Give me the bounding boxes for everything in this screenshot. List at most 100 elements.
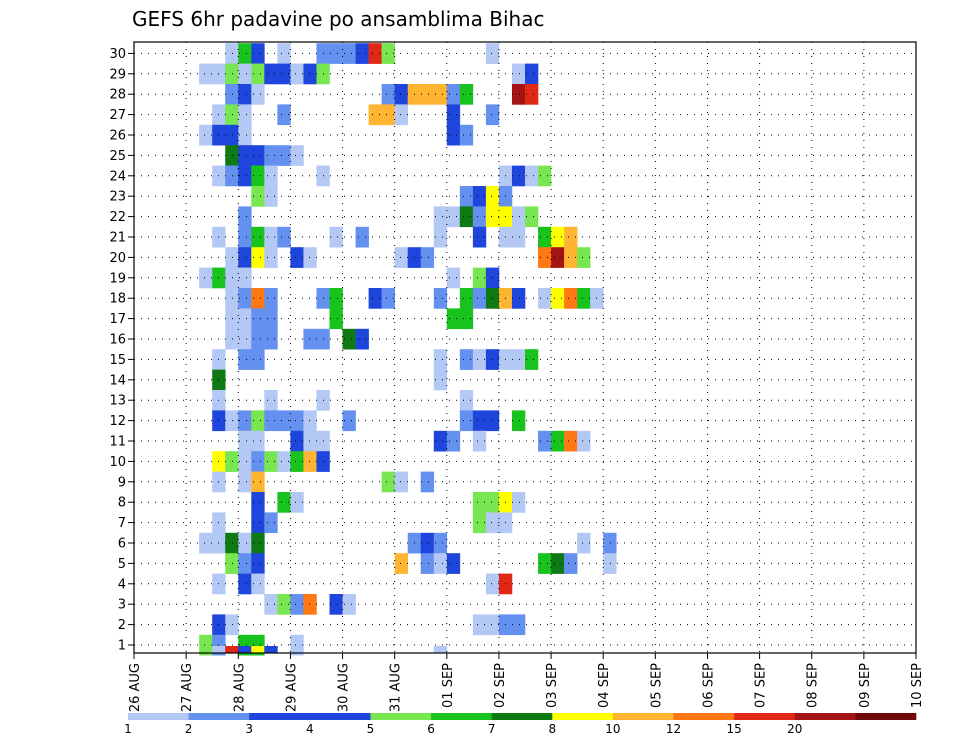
x-tick-label: 03 SEP bbox=[545, 663, 560, 708]
heatmap-cell bbox=[472, 349, 487, 370]
y-tick-label: 1 bbox=[118, 639, 126, 654]
heatmap-cell bbox=[446, 104, 461, 126]
heatmap-cell bbox=[381, 471, 395, 493]
heatmap-cell bbox=[525, 84, 539, 105]
heatmap-cell bbox=[277, 410, 291, 432]
heatmap-cell bbox=[551, 553, 565, 574]
heatmap-cell bbox=[459, 288, 474, 309]
colorbar-segment bbox=[855, 713, 917, 720]
colorbar-segment bbox=[491, 713, 553, 720]
y-tick-label: 22 bbox=[109, 210, 126, 225]
y-tick-label: 21 bbox=[109, 231, 126, 246]
y-tick-label: 19 bbox=[109, 271, 126, 286]
heatmap-cell bbox=[577, 288, 591, 309]
heatmap-cell bbox=[238, 553, 252, 574]
heatmap-cell bbox=[355, 226, 369, 248]
heatmap-cell bbox=[511, 492, 526, 513]
heatmap-cell bbox=[225, 410, 239, 432]
heatmap-cell bbox=[225, 145, 239, 166]
x-axis: 26 AUG 27 AUG 28 AUG 29 AUG 30 AUG 31 AUG 01 S… bbox=[128, 653, 925, 712]
colorbar-segment bbox=[249, 713, 311, 720]
heatmap-cell bbox=[564, 247, 578, 268]
heatmap-cell bbox=[238, 532, 252, 554]
heatmap-cell bbox=[199, 634, 213, 656]
heatmap-cell bbox=[446, 84, 461, 105]
heatmap-cell bbox=[251, 492, 265, 513]
heatmap-cell bbox=[603, 553, 617, 574]
heatmap-cell bbox=[485, 104, 500, 126]
chart-title: GEFS 6hr padavine po ansamblima Bihac bbox=[132, 7, 544, 31]
heatmap-cell bbox=[225, 43, 239, 64]
heatmap-cell bbox=[251, 247, 265, 268]
colorbar-label: 20 bbox=[787, 722, 802, 736]
heatmap-cell bbox=[264, 247, 278, 268]
heatmap-cell bbox=[394, 247, 408, 268]
heatmap-cell bbox=[225, 532, 239, 554]
heatmap-cell bbox=[251, 471, 265, 493]
heatmap-cell bbox=[303, 247, 317, 268]
heatmap-cell bbox=[459, 349, 474, 370]
heatmap-cell bbox=[538, 430, 552, 452]
colorbar-label: 15 bbox=[727, 722, 742, 736]
colorbar-label: 5 bbox=[367, 722, 375, 736]
heatmap-cell bbox=[238, 247, 252, 268]
heatmap-cell bbox=[290, 63, 304, 85]
heatmap-cell bbox=[251, 328, 265, 350]
y-tick-label: 17 bbox=[109, 312, 126, 327]
heatmap-cell bbox=[577, 430, 591, 452]
heatmap-cell bbox=[511, 349, 526, 370]
heatmap-cell bbox=[459, 390, 474, 411]
heatmap-cell bbox=[538, 247, 552, 268]
y-tick-label: 25 bbox=[109, 149, 126, 164]
y-tick-label: 29 bbox=[109, 67, 126, 82]
grid bbox=[134, 42, 916, 653]
heatmap-cell bbox=[199, 124, 213, 146]
heatmap-cell bbox=[472, 492, 487, 513]
heatmap-cell bbox=[251, 573, 265, 595]
heatmap-cell bbox=[251, 553, 265, 574]
colorbar-segment bbox=[128, 713, 189, 720]
heatmap-cell bbox=[446, 267, 461, 289]
heatmap-cell bbox=[368, 104, 382, 126]
colorbar-segment bbox=[370, 713, 432, 720]
heatmap-cell bbox=[329, 594, 343, 615]
heatmap-cell bbox=[264, 145, 278, 166]
heatmap-cell bbox=[511, 614, 526, 636]
heatmap-cell bbox=[290, 634, 304, 656]
y-tick-label: 11 bbox=[109, 435, 126, 450]
heatmap-cell bbox=[472, 186, 487, 207]
heatmap-cell bbox=[551, 288, 565, 309]
heatmap-cell bbox=[264, 512, 278, 534]
heatmap-cell bbox=[459, 124, 474, 146]
heatmap-cell bbox=[238, 646, 252, 653]
heatmap-cell bbox=[225, 614, 239, 636]
heatmap-cell bbox=[238, 349, 252, 370]
heatmap-cell bbox=[577, 247, 591, 268]
heatmap-cell bbox=[577, 532, 591, 554]
heatmap-cell bbox=[264, 390, 278, 411]
heatmap-cell bbox=[525, 206, 539, 228]
heatmap-cell bbox=[238, 165, 252, 187]
heatmap-cell bbox=[511, 165, 526, 187]
heatmap-cell bbox=[303, 63, 317, 85]
heatmap-cell bbox=[225, 84, 239, 105]
heatmap-cell bbox=[251, 512, 265, 534]
heatmap-cell bbox=[290, 451, 304, 472]
y-tick-label: 6 bbox=[118, 537, 126, 552]
heatmap-cell bbox=[251, 410, 265, 432]
heatmap-cell bbox=[485, 267, 500, 289]
x-tick-label: 28 AUG bbox=[232, 663, 247, 712]
heatmap-cell bbox=[225, 308, 239, 330]
heatmap-cell bbox=[264, 594, 278, 615]
heatmap-cell bbox=[485, 349, 500, 370]
heatmap-cell bbox=[264, 186, 278, 207]
heatmap-cell bbox=[446, 430, 461, 452]
colorbar-label: 8 bbox=[548, 722, 556, 736]
heatmap-cell bbox=[277, 594, 291, 615]
heatmap-cell bbox=[251, 165, 265, 187]
heatmap-cell bbox=[472, 430, 487, 452]
heatmap-cell bbox=[303, 410, 317, 432]
heatmap-cell bbox=[251, 226, 265, 248]
y-tick-label: 14 bbox=[109, 373, 126, 388]
heatmap-cell bbox=[290, 145, 304, 166]
